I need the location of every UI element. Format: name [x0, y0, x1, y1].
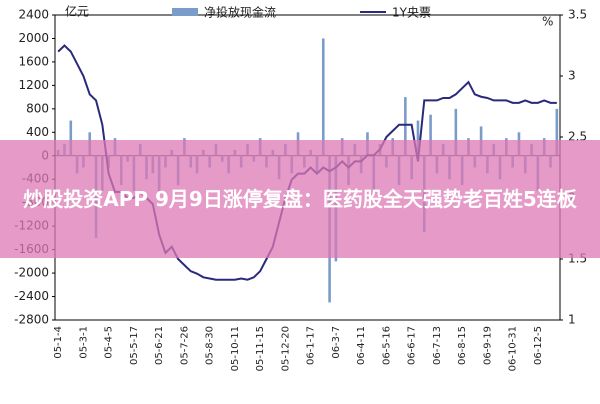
y-tick-label: 2400: [18, 8, 49, 22]
x-tick-label: 06-6-17: [407, 326, 418, 365]
y2-tick-label: 1: [568, 313, 576, 327]
x-tick-label: 05-6-21: [154, 326, 165, 365]
banner: 炒股投资APP 9月9日涨停复盘：医药股全天强势老百姓5连板: [0, 140, 600, 258]
bar: [454, 108, 458, 156]
y-tick-label: -2000: [14, 266, 49, 280]
legend-swatch: [172, 8, 198, 16]
y-tick-label: 400: [26, 125, 49, 139]
y-tick-label: -2800: [14, 313, 49, 327]
x-tick-label: 06-7-13: [432, 326, 443, 365]
y2-tick-label: 3: [568, 69, 576, 83]
x-tick-label: 05-4-5: [104, 326, 115, 359]
y-tick-label: -2400: [14, 289, 49, 303]
x-tick-label: 06-1-17: [306, 326, 317, 365]
x-tick-label: 06-12-5: [533, 326, 544, 365]
x-tick-label: 05-1-4: [53, 326, 64, 359]
x-tick-label: 05-5-17: [129, 326, 140, 365]
legend-label: 净投放现金流: [204, 5, 276, 20]
bar: [429, 114, 432, 156]
x-tick-label: 06-10-31: [508, 326, 519, 371]
y-tick-label: 800: [26, 101, 49, 115]
x-tick-label: 06-4-11: [356, 326, 367, 365]
y-unit: 亿元: [65, 4, 89, 19]
x-tick-label: 05-8-30: [205, 326, 216, 365]
banner-title: 炒股投资APP 9月9日涨停复盘：医药股全天强势老百姓5连板: [23, 187, 577, 211]
y2-unit: %: [542, 15, 553, 29]
x-tick-label: 06-9-19: [482, 326, 493, 365]
legend-label: 1Y央票: [392, 6, 431, 20]
x-tick-label: 06-5-16: [381, 326, 392, 365]
x-tick-label: 06-3-7: [331, 326, 342, 359]
bar: [404, 97, 407, 156]
x-tick-label: 05-12-20: [280, 326, 291, 371]
x-tick-label: 05-10-11: [230, 326, 241, 371]
bar: [69, 120, 73, 156]
y2-tick-label: 3.5: [568, 8, 587, 22]
bar: [321, 38, 325, 156]
y-tick-label: 2000: [18, 31, 49, 45]
x-tick-label: 05-11-15: [255, 326, 266, 371]
y-tick-label: 1600: [18, 54, 49, 68]
x-tick-label: 05-7-26: [179, 326, 190, 365]
x-tick-label: 05-3-1: [78, 326, 89, 359]
x-tick-label: 06-8-15: [457, 326, 468, 365]
bar: [555, 108, 559, 156]
y-tick-label: 1200: [18, 78, 49, 92]
bar: [416, 120, 420, 156]
